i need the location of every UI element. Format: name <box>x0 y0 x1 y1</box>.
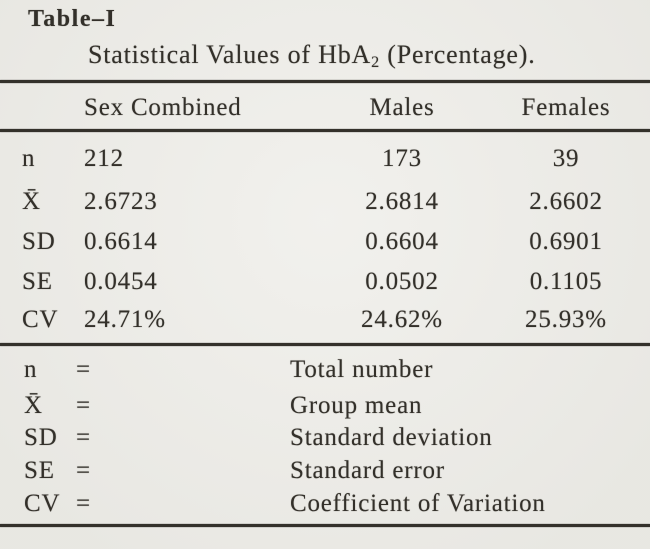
table-top-rule <box>0 80 650 83</box>
equals-sign: = <box>76 424 91 451</box>
cell-cv-males: 24.62% <box>361 306 443 333</box>
legend-definition-se: Standard error <box>290 457 445 484</box>
column-header-males: Males <box>369 94 435 121</box>
legend-definition-mean: Group mean <box>290 392 423 419</box>
cell-mean-sex-combined: 2.6723 <box>84 188 158 215</box>
subtitle-text-pre: Statistical Values of HbA <box>88 40 372 69</box>
body-bottom-rule <box>0 343 650 346</box>
cell-sd-males: 0.6604 <box>365 228 439 255</box>
legend-symbol-n: n <box>24 356 38 383</box>
legend-definition-n: Total number <box>290 356 434 383</box>
cell-cv-females: 25.93% <box>525 306 607 333</box>
row-label-cv: CV <box>22 306 59 333</box>
row-label-n: n <box>22 145 36 172</box>
legend-symbol-cv: CV <box>24 490 61 517</box>
cell-se-males: 0.0502 <box>365 268 439 295</box>
cell-mean-females: 2.6602 <box>529 188 603 215</box>
column-header-sex-combined: Sex Combined <box>84 94 242 121</box>
legend-definition-sd: Standard deviation <box>290 424 493 451</box>
table-title: Table–I <box>28 6 117 32</box>
subtitle-subscript: 2 <box>371 54 380 72</box>
cell-mean-males: 2.6814 <box>365 188 439 215</box>
cell-n-sex-combined: 212 <box>84 145 124 172</box>
cell-cv-sex-combined: 24.71% <box>84 306 166 333</box>
legend-symbol-se: SE <box>24 457 55 484</box>
table-subtitle: Statistical Values of HbA2 (Percentage). <box>88 40 536 72</box>
column-header-females: Females <box>521 94 611 121</box>
row-label-se: SE <box>22 268 53 295</box>
legend-definition-cv: Coefficient of Variation <box>290 490 546 517</box>
table-bottom-rule <box>0 524 650 527</box>
legend-symbol-sd: SD <box>24 424 58 451</box>
legend-symbol-mean: X̄ <box>24 392 43 419</box>
cell-n-males: 173 <box>382 145 422 172</box>
cell-n-females: 39 <box>552 145 580 172</box>
equals-sign: = <box>76 490 91 517</box>
cell-se-females: 0.1105 <box>529 268 603 295</box>
row-label-mean: X̄ <box>22 188 41 215</box>
equals-sign: = <box>76 356 91 383</box>
subtitle-text-post: (Percentage). <box>379 40 536 69</box>
equals-sign: = <box>76 392 91 419</box>
equals-sign: = <box>76 457 91 484</box>
header-bottom-rule <box>0 129 650 132</box>
row-label-sd: SD <box>22 228 56 255</box>
cell-se-sex-combined: 0.0454 <box>84 268 158 295</box>
cell-sd-females: 0.6901 <box>529 228 603 255</box>
cell-sd-sex-combined: 0.6614 <box>84 228 158 255</box>
